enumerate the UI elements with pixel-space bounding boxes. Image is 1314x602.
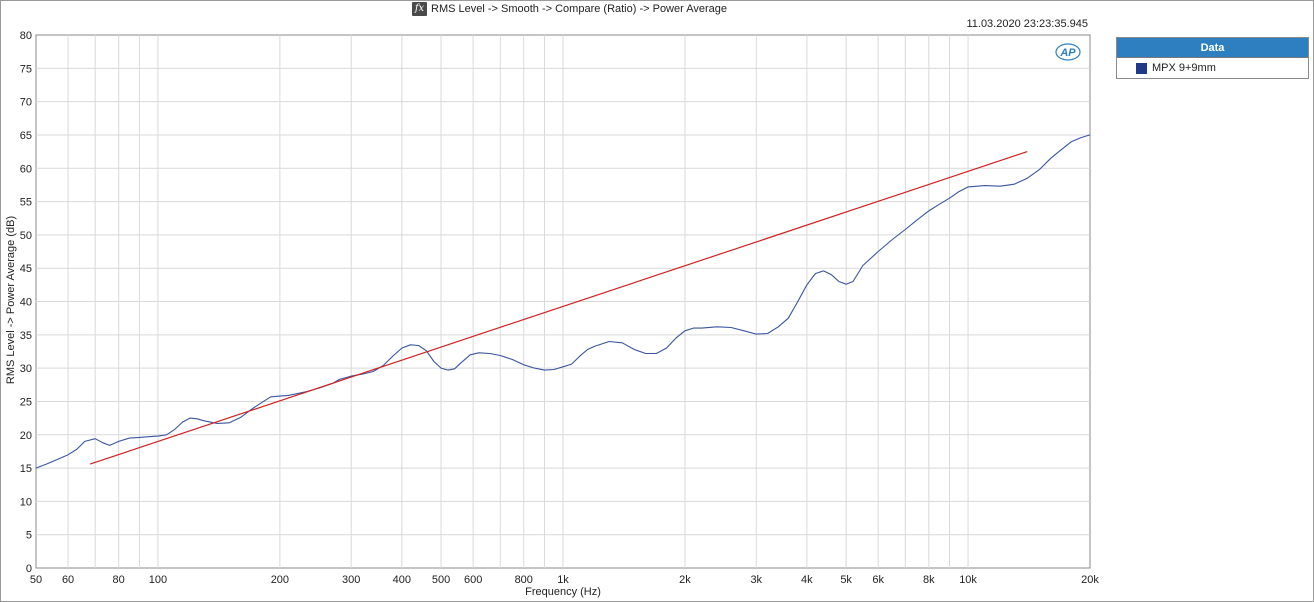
x-tick-label: 500 [432,574,450,586]
y-tick-label: 15 [20,463,32,475]
x-tick-label: 3k [750,574,762,586]
chart-title: RMS Level -> Smooth -> Compare (Ratio) -… [431,2,728,15]
legend-swatch [1136,62,1147,74]
y-tick-label: 70 [20,97,32,109]
x-tick-label: 5k [840,574,852,586]
x-tick-label: 400 [393,574,411,586]
grid-layer [36,35,1090,568]
x-tick-label: 4k [801,574,813,586]
y-tick-label: 30 [20,363,32,375]
series-layer [35,134,1091,469]
y-tick-label: 75 [20,63,32,75]
x-axis-label: Frequency (Hz) [525,586,601,598]
y-tick-label: 5 [26,530,32,542]
legend-item-label: MPX 9+9mm [1152,62,1216,74]
y-tick-label: 65 [20,130,32,142]
x-tick-label: 80 [113,574,125,586]
x-tick-label: 1k [557,574,569,586]
x-tick-label: 800 [515,574,533,586]
y-tick-label: 60 [20,163,32,175]
x-tick-label: 200 [271,574,289,586]
series-line-mpx [35,134,1091,469]
y-tick-label: 0 [26,563,32,575]
y-tick-label: 45 [20,263,32,275]
y-tick-label: 10 [20,496,32,508]
y-tick-label: 20 [20,430,32,442]
y-axis-label: RMS Level -> Power Average (dB) [5,216,17,384]
x-tick-label: 50 [30,574,42,586]
y-tick-label: 25 [20,396,32,408]
y-tick-label: 40 [20,297,32,309]
ap-logo-text: AP [1059,47,1076,59]
x-tick-label: 6k [872,574,884,586]
legend-title: Data [1117,38,1308,58]
y-tick-label: 50 [20,230,32,242]
x-tick-label: 10k [959,574,977,586]
legend-panel: Data MPX 9+9mm [1116,37,1309,79]
chart-header: fx RMS Level -> Smooth -> Compare (Ratio… [412,0,727,17]
x-tick-label: 20k [1081,574,1099,586]
x-tick-label: 100 [149,574,167,586]
ap-logo: AP [1055,43,1081,61]
x-tick-label: 8k [923,574,935,586]
y-tick-label: 80 [20,30,32,42]
x-tick-label: 600 [464,574,482,586]
y-tick-label: 35 [20,330,32,342]
y-tick-label: 55 [20,197,32,209]
x-tick-label: 300 [342,574,360,586]
legend-item[interactable]: MPX 9+9mm [1117,58,1308,78]
trend-line [89,151,1028,465]
x-tick-label: 60 [62,574,74,586]
tick-layer: 0 5 10 15 20 25 30 35 40 45 50 55 60 65 70 75 80 50 60 80 10… [20,30,1100,586]
timestamp: 11.03.2020 23:23:35.945 [966,18,1088,30]
x-tick-label: 2k [679,574,691,586]
fx-icon[interactable]: fx [412,1,427,16]
